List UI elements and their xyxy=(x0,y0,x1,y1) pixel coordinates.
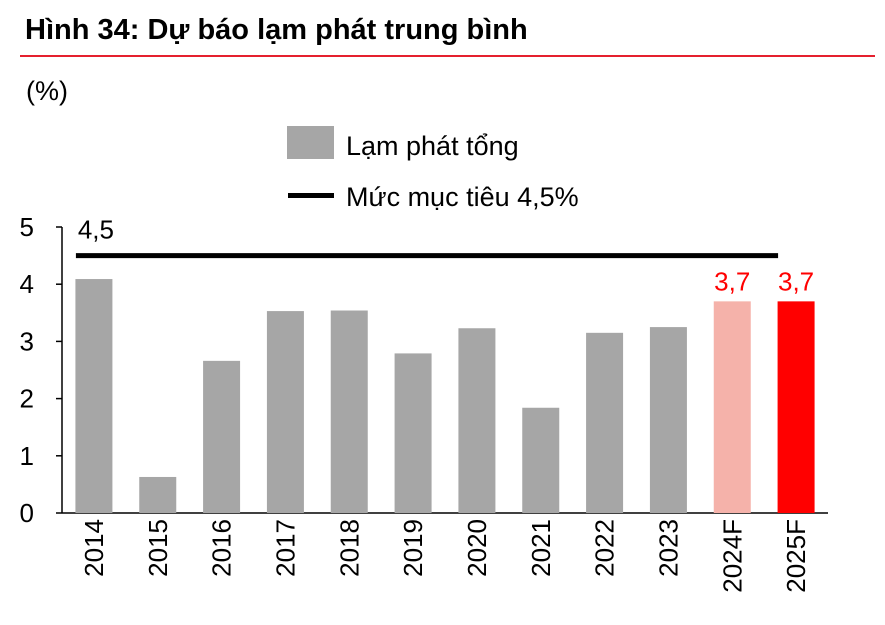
bar-2025F xyxy=(777,301,815,513)
x-tick-label-2018: 2018 xyxy=(334,519,364,577)
data-labels: 3,7 3,7 xyxy=(714,266,814,296)
bar-2017 xyxy=(266,311,304,513)
legend-label-bar: Lạm phát tổng xyxy=(346,131,519,161)
title-underline xyxy=(20,55,875,57)
bar-2016 xyxy=(203,360,241,513)
data-label-2025F: 3,7 xyxy=(778,266,814,296)
bar-2015 xyxy=(139,476,177,513)
x-tick-label-2015: 2015 xyxy=(143,519,173,577)
bar-2022 xyxy=(586,332,624,513)
bars xyxy=(75,279,815,513)
x-tick-label-2020: 2020 xyxy=(462,519,492,577)
x-tick-label-2024F: 2024F xyxy=(717,519,747,593)
bar-2019 xyxy=(394,353,432,513)
x-tick-label-2021: 2021 xyxy=(526,519,556,577)
legend: Lạm phát tổng Mức mục tiêu 4,5% xyxy=(287,126,579,212)
y-tick-label: 5 xyxy=(20,212,34,242)
y-tick-label: 2 xyxy=(20,384,34,414)
bar-2021 xyxy=(522,407,560,513)
x-tick-label-2017: 2017 xyxy=(270,519,300,577)
x-tick-label-2025F: 2025F xyxy=(781,519,811,593)
bar-2018 xyxy=(330,310,368,513)
chart-title: Hình 34: Dự báo lạm phát trung bình xyxy=(25,14,528,46)
y-tick-label: 0 xyxy=(20,498,34,528)
y-unit-label: (%) xyxy=(26,76,68,106)
x-tick-label-2019: 2019 xyxy=(398,519,428,577)
legend-label-line: Mức mục tiêu 4,5% xyxy=(346,182,579,212)
y-tick-label: 4 xyxy=(20,269,34,299)
legend-swatch-line xyxy=(288,193,334,198)
x-tick-label-2016: 2016 xyxy=(207,519,237,577)
y-tick-label: 3 xyxy=(20,326,34,356)
x-ticks: 2014 2015 2016 2017 2018 2019 2020 2021 2022 2023… xyxy=(79,519,811,593)
data-label-2024F: 3,7 xyxy=(714,266,750,296)
target-line-label: 4,5 xyxy=(78,215,114,245)
legend-swatch-bar xyxy=(287,126,334,159)
bar-2020 xyxy=(458,328,496,513)
y-ticks: 0 1 2 3 4 5 xyxy=(20,212,62,528)
bar-2023 xyxy=(649,327,687,513)
x-tick-label-2014: 2014 xyxy=(79,519,109,577)
x-tick-label-2022: 2022 xyxy=(590,519,620,577)
y-tick-label: 1 xyxy=(20,441,34,471)
bar-2024F xyxy=(713,301,751,513)
x-tick-label-2023: 2023 xyxy=(653,519,683,577)
bar-2014 xyxy=(75,279,113,513)
